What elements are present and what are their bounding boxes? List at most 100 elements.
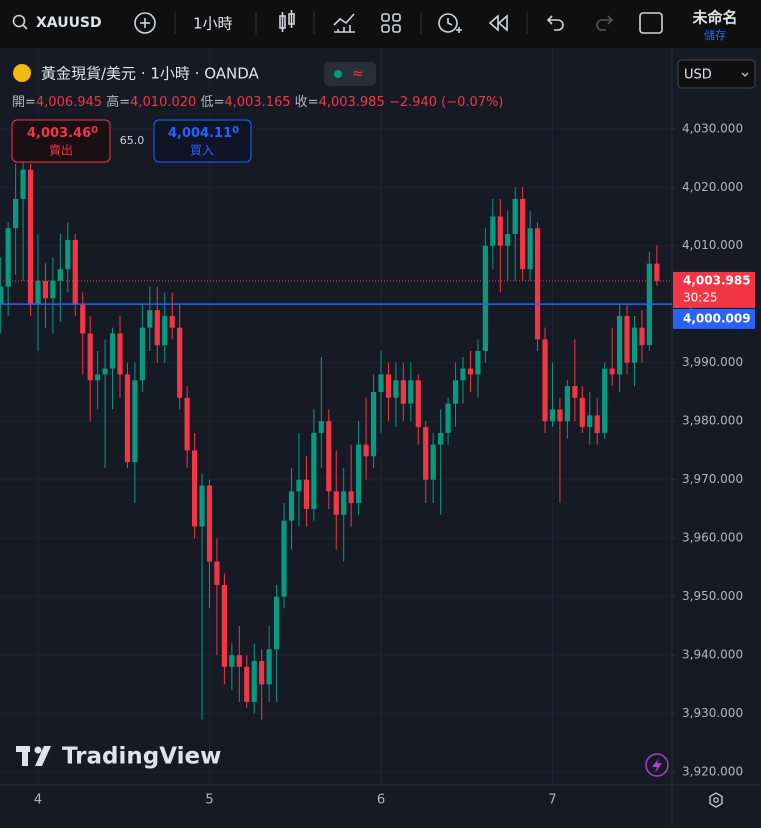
last-price-tag [673,271,755,308]
candle-body [132,380,138,463]
chart-type[interactable] [279,10,295,32]
candle-body [579,397,585,428]
y-tick-label: 3,970.000 [682,472,743,486]
plot [0,48,672,785]
candle-body [557,409,563,422]
replay[interactable] [488,14,508,32]
candle-body [534,228,541,340]
candle-body [266,649,272,685]
buy-price-main: 4,004.11 [168,126,232,141]
layouts[interactable] [381,13,401,33]
ohlc-value: 4,010.020 [130,95,196,110]
candle-body [341,491,347,515]
candle-body [102,368,108,375]
candle-body [273,596,280,650]
buy-price-sup: 0 [232,125,239,136]
candle-body [423,427,429,480]
candle-body [0,286,4,305]
status-badge[interactable] [324,62,376,86]
lightning-button[interactable] [645,753,669,777]
legend-title: 黃金現貨/美元 · 1小時 · OANDA [41,65,260,83]
logo-mark [16,746,51,766]
ohlc-value: 4,003.985 [319,95,385,110]
buy-price: 4,004.110 [168,125,239,141]
candle-body [229,655,235,667]
candle-body [20,169,26,199]
lightning-icon [652,758,662,773]
candle-body [72,239,78,305]
candle-body [378,374,384,392]
candle-body [415,380,421,428]
candle-body [162,315,168,346]
y-tick-label: 3,920.000 [682,765,743,779]
y-tick-label: 3,980.000 [682,414,743,428]
y-tick-label: 4,020.000 [682,180,743,194]
layout-name[interactable]: 未命名 [691,9,737,27]
y-tick-label: 4,030.000 [682,121,743,135]
candle-body [109,333,116,369]
sell-price-sup: 0 [91,125,98,136]
candle-body [303,479,310,509]
redo[interactable] [596,15,614,31]
candle-body [438,432,444,445]
candle-body [281,520,287,597]
currency-select[interactable] [677,59,756,89]
sell-price: 4,003.460 [27,125,98,141]
sell-price-main: 4,003.46 [27,126,91,141]
candle-body [13,198,19,229]
candle-body [80,304,86,334]
alert[interactable] [438,13,462,33]
candle-body [57,269,63,281]
candle-body [296,479,302,492]
candle-body [87,333,93,381]
candle-body [564,386,570,422]
candle-body [654,263,660,281]
candle-body [505,234,511,246]
candle-body [311,432,317,509]
candle-body [288,491,295,521]
sell-label: 賣出 [49,143,73,158]
candle-body [221,584,227,667]
save[interactable]: 儲存 [704,28,726,42]
candle-body [214,561,220,585]
candle-body [199,485,205,527]
candle-body [244,666,250,702]
indicators[interactable] [333,13,355,33]
candle-body [184,397,190,451]
candle-body [572,386,578,398]
candle-body [460,368,466,381]
currency[interactable]: USD [684,68,712,83]
x-tick-label: 4 [34,793,42,808]
candle-body [42,280,49,299]
candle-body [542,339,548,422]
market-open-dot [334,70,342,78]
candle-body [408,380,414,404]
candle-body [259,661,265,685]
candle-body [370,391,377,457]
x-tick-label: 7 [548,793,556,808]
candle-body [527,228,533,270]
interval[interactable]: 1小時 [193,15,233,33]
search-button[interactable]: XAUUSD [12,14,102,31]
add-symbol[interactable] [134,12,156,34]
y-tick-label: 3,950.000 [682,589,743,603]
change: −2.940 (−0.07%) [389,95,504,110]
candle-body [5,228,11,287]
candle-body [549,409,556,422]
x-tick-label: 5 [205,793,213,808]
candle-body [512,198,518,235]
y-tick-label: 3,990.000 [682,355,743,369]
candle-body [631,327,638,363]
candle-body [177,327,183,398]
sell-button[interactable] [11,119,111,163]
buy-button[interactable] [153,119,252,163]
buy-label: 買入 [190,144,214,158]
fullscreen[interactable] [639,12,663,34]
symbol-logo [13,64,31,82]
undo[interactable] [546,15,564,31]
candle-body [587,415,593,428]
candle-body [50,280,56,299]
candle-body [154,310,160,346]
symbol[interactable]: XAUUSD [36,15,102,31]
settings[interactable] [709,792,723,808]
